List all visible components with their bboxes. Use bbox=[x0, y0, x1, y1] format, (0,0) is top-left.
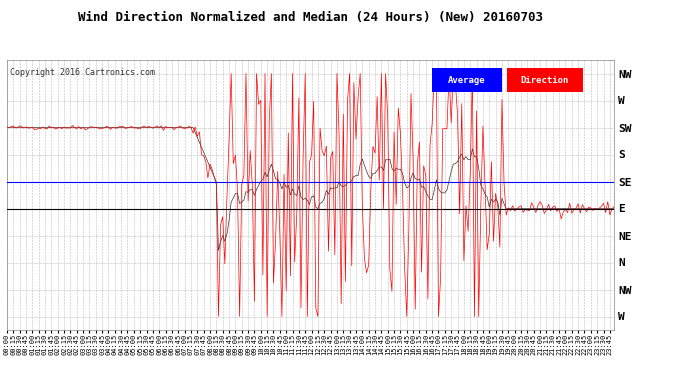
Text: Average: Average bbox=[448, 76, 486, 85]
FancyBboxPatch shape bbox=[506, 68, 582, 92]
FancyBboxPatch shape bbox=[432, 68, 502, 92]
Text: Copyright 2016 Cartronics.com: Copyright 2016 Cartronics.com bbox=[10, 68, 155, 77]
Text: Wind Direction Normalized and Median (24 Hours) (New) 20160703: Wind Direction Normalized and Median (24… bbox=[78, 11, 543, 24]
Text: Direction: Direction bbox=[520, 76, 569, 85]
